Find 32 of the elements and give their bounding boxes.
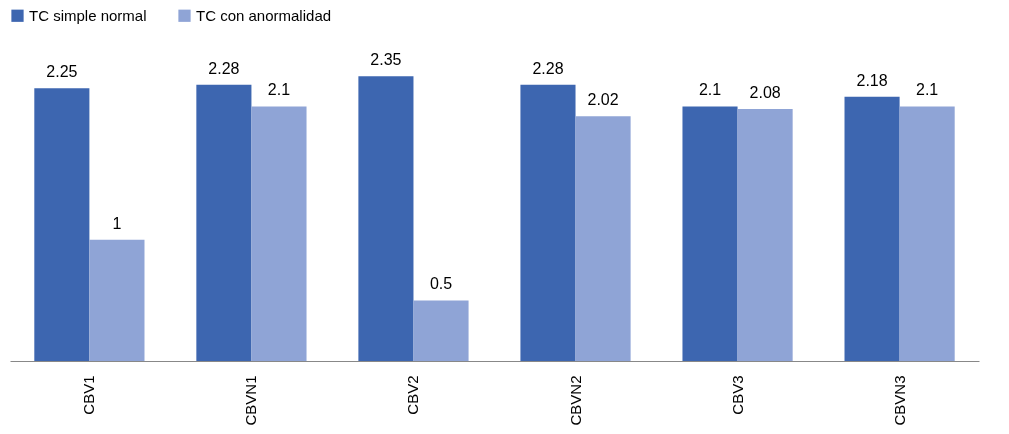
x-tick-label: CBVN3: [890, 375, 908, 426]
data-label: 1: [112, 214, 122, 232]
bar: [89, 239, 145, 361]
legend-label: TC con anormalidad: [196, 6, 332, 24]
bar: [520, 84, 576, 361]
bar: [196, 84, 252, 361]
bar: [844, 96, 900, 361]
data-label: 2.08: [749, 83, 781, 101]
data-label: 2.28: [532, 59, 564, 77]
data-label: 2.35: [370, 51, 402, 69]
bar: [413, 300, 469, 361]
bar: [899, 106, 955, 361]
bar: [575, 116, 631, 361]
bar: [737, 108, 793, 361]
data-label: 2.25: [46, 63, 78, 81]
x-tick-label: CBV2: [404, 375, 422, 415]
bar: [682, 106, 738, 361]
data-label: 2.18: [856, 71, 888, 89]
data-label: 2.1: [267, 81, 291, 99]
data-label: 2.28: [208, 59, 240, 77]
data-label: 2.02: [587, 91, 619, 109]
bar: [251, 106, 307, 361]
x-tick-label: CBVN1: [242, 375, 260, 426]
bar: [34, 88, 90, 361]
legend-label: TC simple normal: [29, 6, 147, 24]
x-tick-label: CBVN2: [566, 375, 584, 426]
data-label: 0.5: [429, 275, 453, 293]
data-label: 2.1: [916, 81, 939, 99]
x-tick-label: CBV3: [728, 375, 746, 415]
x-tick-label: CBV1: [80, 375, 98, 415]
data-label: 2.1: [698, 81, 722, 99]
bar: [358, 76, 414, 361]
